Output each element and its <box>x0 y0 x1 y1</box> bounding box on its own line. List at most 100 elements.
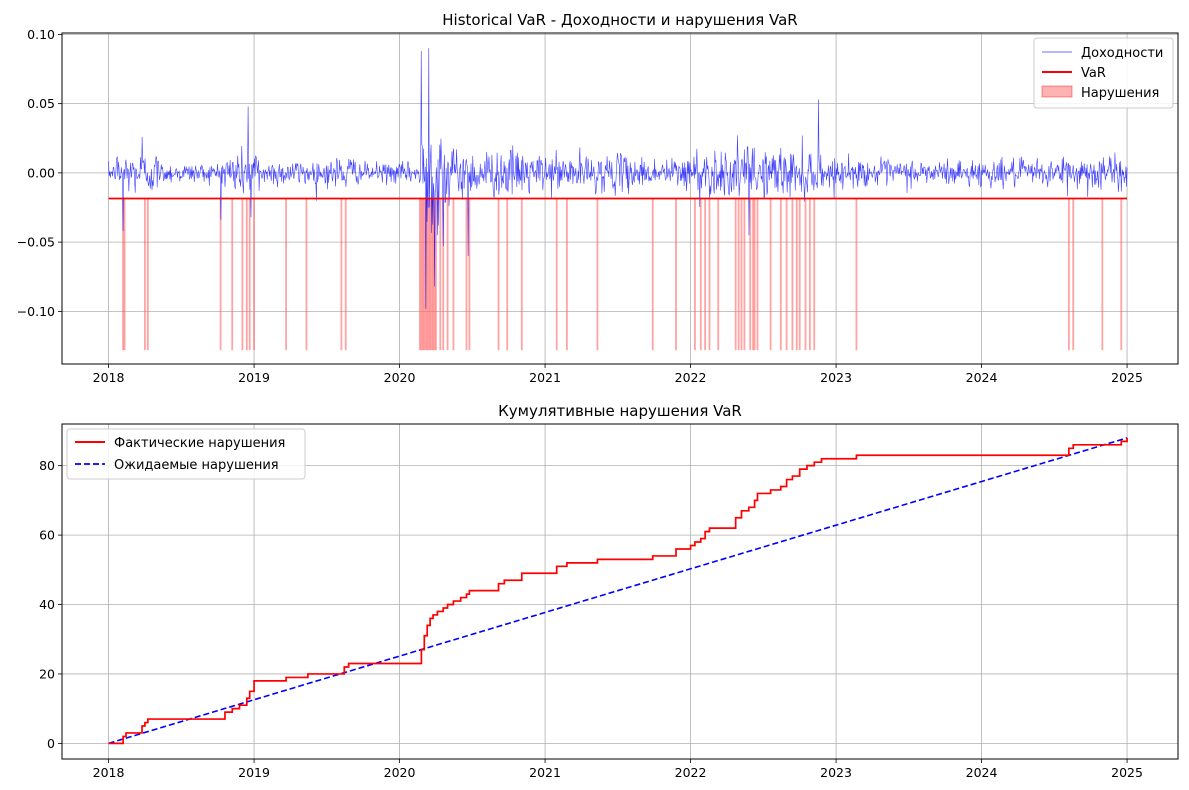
cumulative-ticks: 2018 2019 2020 2021 2022 2023 2024 2025 0 20 40 60 8… <box>39 458 1143 780</box>
violation-band <box>699 198 702 351</box>
y-tick-label: −0.10 <box>17 304 55 319</box>
x-tick-label: 2022 <box>675 370 707 385</box>
legend-var-label: VaR <box>1081 66 1106 81</box>
violation-band <box>565 198 568 351</box>
violation-band <box>1101 198 1104 351</box>
violation-band <box>430 198 433 351</box>
violation-band <box>743 198 746 351</box>
violation-band <box>1072 198 1075 351</box>
y-tick-label: 0.00 <box>27 165 55 180</box>
x-tick-label: 2024 <box>966 370 998 385</box>
violation-band <box>241 198 244 351</box>
legend-expected-label: Ожидаемые нарушения <box>114 458 279 473</box>
violation-band <box>421 198 424 351</box>
violation-band <box>737 198 740 351</box>
violation-band <box>446 198 449 351</box>
violation-band <box>344 198 347 351</box>
x-tick-label: 2023 <box>820 765 852 780</box>
violation-band <box>219 198 222 351</box>
y-tick-label: 60 <box>39 528 55 543</box>
violation-band <box>285 198 287 351</box>
x-tick-label: 2019 <box>238 370 270 385</box>
y-tick-label: −0.05 <box>17 235 55 250</box>
y-tick-label: 20 <box>39 666 55 681</box>
violation-band <box>555 198 558 351</box>
violations-fill <box>122 198 1123 351</box>
x-tick-label: 2018 <box>93 370 125 385</box>
legend-violations-swatch <box>1041 85 1073 98</box>
violation-band <box>651 198 654 351</box>
returns-axes-frame <box>61 32 1179 365</box>
x-tick-label: 2022 <box>675 765 707 780</box>
x-tick-label: 2025 <box>1111 370 1143 385</box>
x-tick-label: 2018 <box>93 765 125 780</box>
returns-chart-title: Historical VaR - Доходности и нарушения … <box>442 11 797 29</box>
y-tick-label: 40 <box>39 597 55 612</box>
violation-band <box>753 198 756 351</box>
violation-band <box>795 198 798 351</box>
y-tick-label: 80 <box>39 458 55 473</box>
x-tick-label: 2024 <box>966 765 998 780</box>
violation-band <box>122 198 125 351</box>
violation-band <box>420 198 423 351</box>
violation-band <box>596 198 599 351</box>
legend-actual-label: Фактические нарушения <box>114 436 285 451</box>
violation-band <box>708 198 711 351</box>
violation-band <box>427 198 430 351</box>
cumulative-legend: Фактические нарушения Ожидаемые нарушени… <box>66 428 306 480</box>
violation-band <box>442 198 445 351</box>
violation-band <box>675 198 677 351</box>
legend-violations-label: Нарушения <box>1081 86 1159 101</box>
y-tick-label: 0.05 <box>27 96 55 111</box>
violation-band <box>506 198 509 351</box>
violation-band <box>426 198 429 351</box>
y-tick-label: 0 <box>47 736 55 751</box>
violation-band <box>248 198 251 351</box>
violation-band <box>432 198 434 351</box>
violation-band <box>468 198 471 351</box>
legend-returns-label: Доходности <box>1081 46 1163 61</box>
x-tick-label: 2025 <box>1111 765 1143 780</box>
returns-ticks: 2018 2019 2020 2021 2022 2023 2024 2025 −0.10 −0.… <box>17 27 1143 385</box>
violation-band <box>253 198 255 351</box>
violation-band <box>144 198 146 351</box>
returns-line <box>108 48 1128 309</box>
violation-band <box>798 198 801 351</box>
violation-band <box>305 198 308 351</box>
returns-legend: Доходности VaR Нарушения <box>1033 37 1174 109</box>
x-tick-label: 2021 <box>529 765 561 780</box>
violation-band <box>465 198 468 351</box>
violation-band <box>804 198 807 351</box>
x-tick-label: 2020 <box>384 765 416 780</box>
violation-band <box>813 198 816 351</box>
violation-band <box>785 198 788 351</box>
violation-band <box>435 198 437 351</box>
cumulative-grid <box>62 424 1178 759</box>
violation-band <box>734 198 737 351</box>
violation-band <box>520 198 523 351</box>
x-tick-label: 2019 <box>238 765 270 780</box>
x-tick-label: 2020 <box>384 370 416 385</box>
expected-violations-line <box>108 437 1128 745</box>
x-tick-label: 2023 <box>820 370 852 385</box>
violation-band <box>808 198 811 351</box>
violation-band <box>423 198 426 351</box>
violation-band <box>231 198 234 351</box>
cumulative-legend-box <box>66 428 306 480</box>
violation-band <box>146 198 149 351</box>
violation-band <box>452 198 455 351</box>
violation-band <box>717 198 720 351</box>
violation-band <box>123 198 126 351</box>
violation-band <box>497 198 500 351</box>
violation-band <box>704 198 707 351</box>
violation-band <box>791 198 794 351</box>
violation-band <box>749 198 752 351</box>
violation-band <box>1120 198 1123 351</box>
violation-band <box>439 198 442 351</box>
violation-band <box>779 198 782 351</box>
violation-band <box>429 198 432 351</box>
y-tick-label: 0.10 <box>27 27 55 42</box>
violation-band <box>855 198 858 351</box>
cumulative-axes-frame <box>61 423 1179 760</box>
